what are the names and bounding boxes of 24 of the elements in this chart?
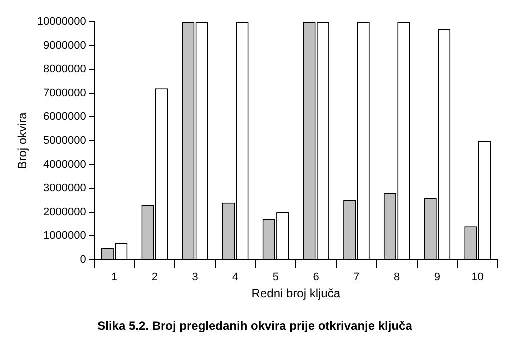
x-tick-label: 4 (232, 272, 239, 284)
x-axis-title: Redni broj ključa (252, 286, 341, 301)
y-tick-label: 4000000 (44, 158, 86, 171)
y-axis-title: Broj okvira (16, 112, 30, 170)
y-tick-label: 6000000 (44, 111, 86, 124)
x-tick-label: 8 (394, 272, 400, 284)
x-tick-label: 5 (272, 272, 280, 284)
y-tick-label: 3000000 (44, 182, 86, 195)
y-tick-label: 2000000 (44, 206, 86, 218)
x-tick-label: 6 (313, 272, 320, 284)
x-tick-label: 2 (152, 272, 158, 284)
y-tick-label: 5000000 (44, 135, 86, 148)
x-tick-label: 3 (192, 272, 198, 284)
text: Slika 5.2. Broj pregledanih okvira prije otkrivanje ključa (98, 319, 413, 334)
x-tick-label: 9 (434, 272, 441, 284)
y-tick-label: 1000000 (44, 230, 86, 242)
x-tick-label: 10 (472, 272, 484, 284)
x-tick-label: 7 (354, 272, 360, 284)
y-tick-label: 9000000 (44, 40, 86, 52)
y-tick-label: 8000000 (44, 64, 86, 76)
x-tick-label: 1 (111, 272, 118, 284)
y-tick-label: 0 (80, 254, 86, 266)
y-tick-label: 10000000 (37, 16, 86, 28)
y-tick-label: 7000000 (44, 87, 86, 100)
